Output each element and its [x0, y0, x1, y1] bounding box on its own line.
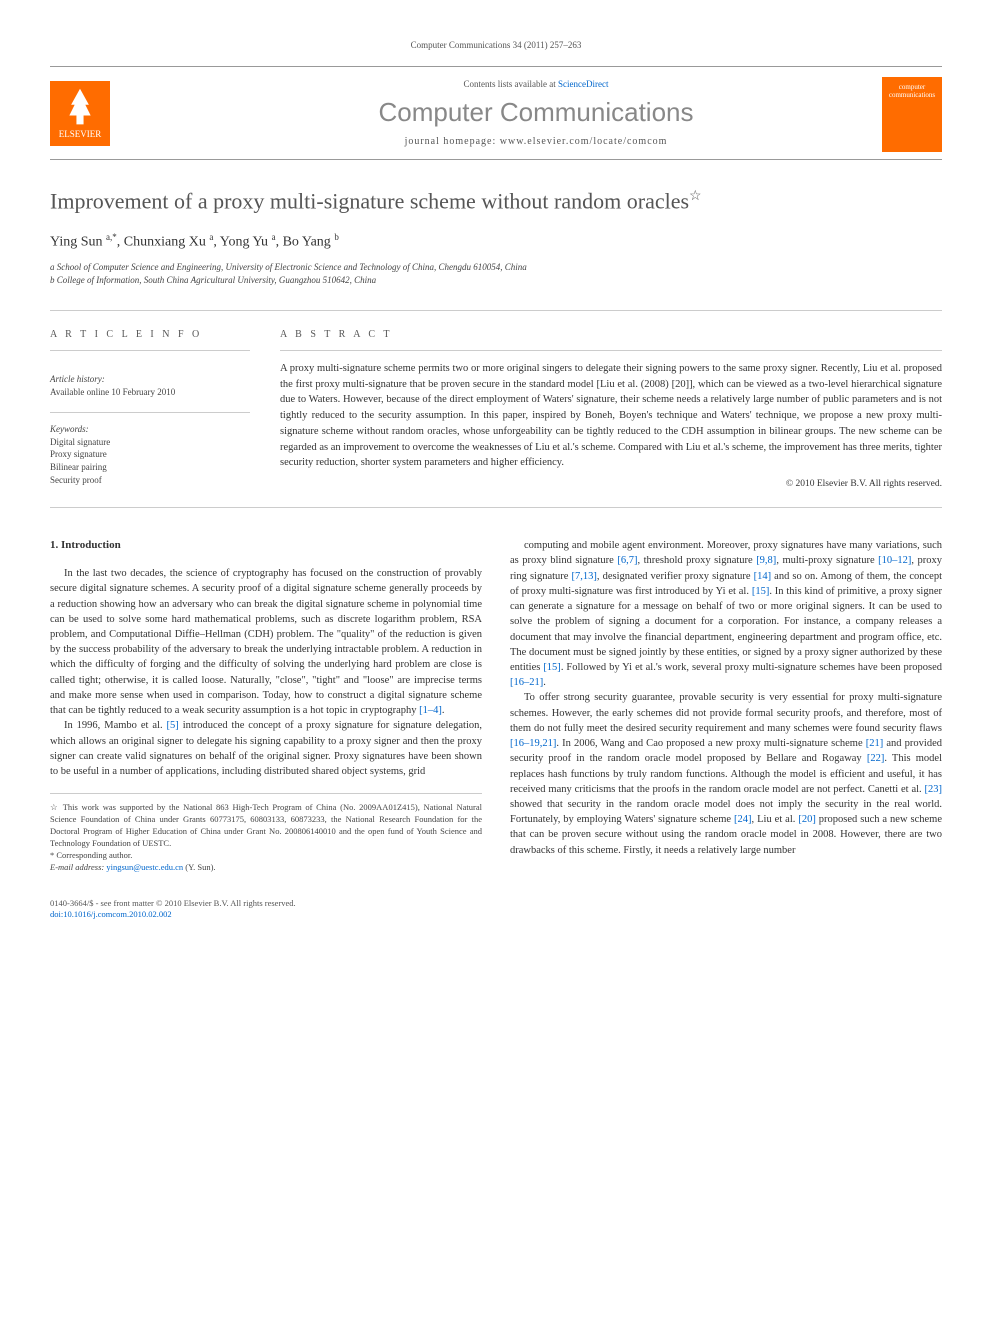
- body-paragraph: computing and mobile agent environment. …: [510, 538, 942, 690]
- contents-text: Contents lists available at: [464, 79, 558, 89]
- author-email-link[interactable]: yingsun@uestc.edu.cn: [106, 862, 183, 872]
- journal-cover: computer communications: [882, 77, 942, 152]
- authors-line: Ying Sun a,*, Chunxiang Xu a, Yong Yu a,…: [50, 232, 942, 251]
- abstract-text: A proxy multi-signature scheme permits t…: [280, 361, 942, 471]
- history-text: Available online 10 February 2010: [50, 386, 250, 399]
- body-paragraph: To offer strong security guarantee, prov…: [510, 690, 942, 857]
- section-number: 1.: [50, 539, 58, 551]
- journal-name: Computer Communications: [130, 97, 942, 128]
- paper-title: Improvement of a proxy multi-signature s…: [50, 188, 942, 214]
- citation-link[interactable]: [24]: [734, 814, 752, 825]
- keyword: Proxy signature: [50, 448, 250, 461]
- journal-header: ELSEVIER Contents lists available at Sci…: [50, 66, 942, 160]
- citation-link[interactable]: [20]: [798, 814, 816, 825]
- page-footer: 0140-3664/$ - see front matter © 2010 El…: [50, 898, 942, 922]
- issn-line: 0140-3664/$ - see front matter © 2010 El…: [50, 898, 942, 910]
- elsevier-name: ELSEVIER: [59, 129, 102, 139]
- email-name: (Y. Sun).: [185, 862, 215, 872]
- body-paragraph: In 1996, Mambo et al. [5] introduced the…: [50, 718, 482, 779]
- history-label: Article history:: [50, 373, 250, 386]
- abstract: A B S T R A C T A proxy multi-signature …: [280, 329, 942, 489]
- email-label: E-mail address:: [50, 862, 104, 872]
- citation-link[interactable]: [10–12]: [878, 555, 911, 566]
- article-info: A R T I C L E I N F O Article history: A…: [50, 329, 250, 489]
- body-columns: 1. Introduction In the last two decades,…: [50, 538, 942, 873]
- affiliation-b: b College of Information, South China Ag…: [50, 274, 942, 288]
- email-line: E-mail address: yingsun@uestc.edu.cn (Y.…: [50, 862, 482, 874]
- citation-link[interactable]: [1–4]: [419, 705, 442, 716]
- doi-link[interactable]: doi:10.1016/j.comcom.2010.02.002: [50, 909, 172, 919]
- section-heading: 1. Introduction: [50, 538, 482, 554]
- abstract-copyright: © 2010 Elsevier B.V. All rights reserved…: [280, 479, 942, 489]
- citation-link[interactable]: [22]: [867, 753, 885, 764]
- footnotes: ☆ This work was supported by the Nationa…: [50, 793, 482, 873]
- contents-list-line: Contents lists available at ScienceDirec…: [130, 79, 942, 89]
- abstract-heading: A B S T R A C T: [280, 329, 942, 340]
- citation-line: Computer Communications 34 (2011) 257–26…: [50, 40, 942, 50]
- body-paragraph: In the last two decades, the science of …: [50, 566, 482, 718]
- cover-text: computer communications: [882, 83, 942, 99]
- funding-footnote: ☆ This work was supported by the Nationa…: [50, 802, 482, 850]
- keyword: Bilinear pairing: [50, 461, 250, 474]
- citation-link[interactable]: [7,13]: [572, 571, 597, 582]
- article-info-heading: A R T I C L E I N F O: [50, 329, 250, 340]
- citation-link[interactable]: [15]: [752, 586, 770, 597]
- citation-link[interactable]: [15]: [543, 662, 561, 673]
- citation-link[interactable]: [23]: [925, 784, 943, 795]
- keyword: Security proof: [50, 474, 250, 487]
- corresponding-author: * Corresponding author.: [50, 850, 482, 862]
- citation-link[interactable]: [5]: [167, 720, 179, 731]
- sciencedirect-link[interactable]: ScienceDirect: [558, 79, 608, 89]
- citation-link[interactable]: [21]: [866, 738, 884, 749]
- citation-link[interactable]: [16–19,21]: [510, 738, 556, 749]
- keywords-label: Keywords:: [50, 423, 250, 436]
- left-column: 1. Introduction In the last two decades,…: [50, 538, 482, 873]
- info-abstract-row: A R T I C L E I N F O Article history: A…: [50, 310, 942, 508]
- elsevier-tree-icon: [62, 87, 98, 127]
- title-footnote-marker: ☆: [689, 189, 702, 204]
- citation-link[interactable]: [14]: [754, 571, 772, 582]
- citation-link[interactable]: [6,7]: [617, 555, 637, 566]
- header-center: Contents lists available at ScienceDirec…: [130, 79, 942, 147]
- keyword: Digital signature: [50, 436, 250, 449]
- affiliations: a School of Computer Science and Enginee…: [50, 261, 942, 288]
- citation-link[interactable]: [16–21]: [510, 677, 543, 688]
- citation-link[interactable]: [9,8]: [756, 555, 776, 566]
- elsevier-logo: ELSEVIER: [50, 81, 110, 146]
- right-column: computing and mobile agent environment. …: [510, 538, 942, 873]
- section-title: Introduction: [61, 539, 121, 551]
- title-text: Improvement of a proxy multi-signature s…: [50, 188, 689, 213]
- journal-homepage: journal homepage: www.elsevier.com/locat…: [130, 136, 942, 147]
- affiliation-a: a School of Computer Science and Enginee…: [50, 261, 942, 275]
